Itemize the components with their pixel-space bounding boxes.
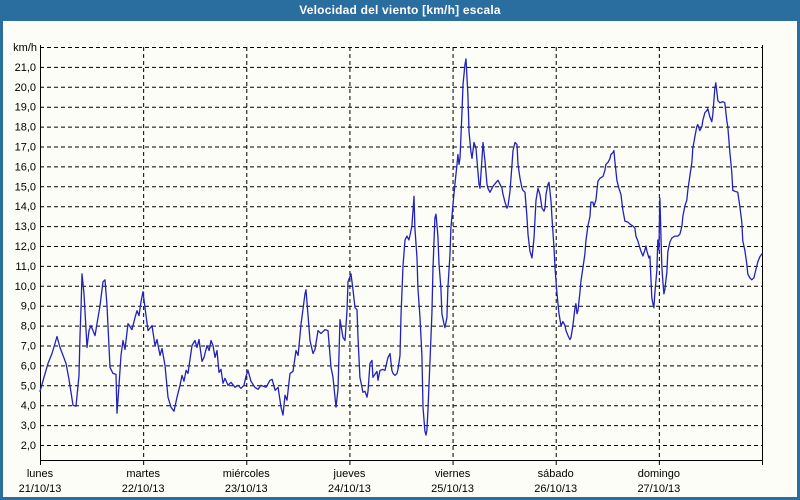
day-name-label: jueves xyxy=(333,468,366,480)
svg-text:11,0: 11,0 xyxy=(15,261,36,273)
svg-text:4,0: 4,0 xyxy=(21,400,36,412)
svg-text:17,0: 17,0 xyxy=(15,142,36,154)
x-axis-labels: lunes 21/10/13 martes 22/10/13 miércoles 23/1… xyxy=(19,468,681,495)
svg-text:7,0: 7,0 xyxy=(21,341,36,353)
day-date-label: 24/10/13 xyxy=(328,483,371,495)
svg-text:9,0: 9,0 xyxy=(21,301,36,313)
svg-text:3,0: 3,0 xyxy=(21,420,36,432)
svg-text:8,0: 8,0 xyxy=(21,321,36,333)
day-name-label: sábado xyxy=(538,468,574,480)
day-name-label: viernes xyxy=(435,468,471,480)
svg-text:13,0: 13,0 xyxy=(15,221,36,233)
svg-text:15,0: 15,0 xyxy=(15,181,36,193)
svg-text:10,0: 10,0 xyxy=(15,281,36,293)
svg-text:19,0: 19,0 xyxy=(15,102,36,114)
svg-text:18,0: 18,0 xyxy=(15,122,36,134)
chart-title-bar: Velocidad del viento [km/h] escala xyxy=(0,0,800,21)
svg-text:6,0: 6,0 xyxy=(21,360,36,372)
wind-speed-series-line xyxy=(39,58,763,436)
svg-text:2,0: 2,0 xyxy=(21,440,36,452)
day-name-label: lunes xyxy=(27,468,54,480)
day-name-label: miércoles xyxy=(223,468,271,480)
svg-text:20,0: 20,0 xyxy=(15,82,36,94)
svg-text:16,0: 16,0 xyxy=(15,161,36,173)
day-date-label: 22/10/13 xyxy=(122,483,165,495)
svg-text:14,0: 14,0 xyxy=(15,201,36,213)
day-name-label: domingo xyxy=(638,468,680,480)
day-date-label: 26/10/13 xyxy=(534,483,577,495)
svg-text:12,0: 12,0 xyxy=(15,241,36,253)
day-name-label: martes xyxy=(126,468,160,480)
gridlines xyxy=(40,47,762,460)
svg-text:5,0: 5,0 xyxy=(21,380,36,392)
day-date-label: 27/10/13 xyxy=(637,483,680,495)
svg-text:21,0: 21,0 xyxy=(15,62,36,74)
y-axis-unit-label: km/h xyxy=(13,42,37,54)
day-date-label: 25/10/13 xyxy=(431,483,474,495)
day-date-label: 23/10/13 xyxy=(225,483,268,495)
y-axis-labels: 21,0 20,0 19,0 18,0 17,0 16,0 15,0 14,0 13,0 12,0… xyxy=(13,42,37,452)
axes xyxy=(40,45,763,465)
day-date-label: 21/10/13 xyxy=(19,483,62,495)
chart-title: Velocidad del viento [km/h] escala xyxy=(299,3,501,17)
